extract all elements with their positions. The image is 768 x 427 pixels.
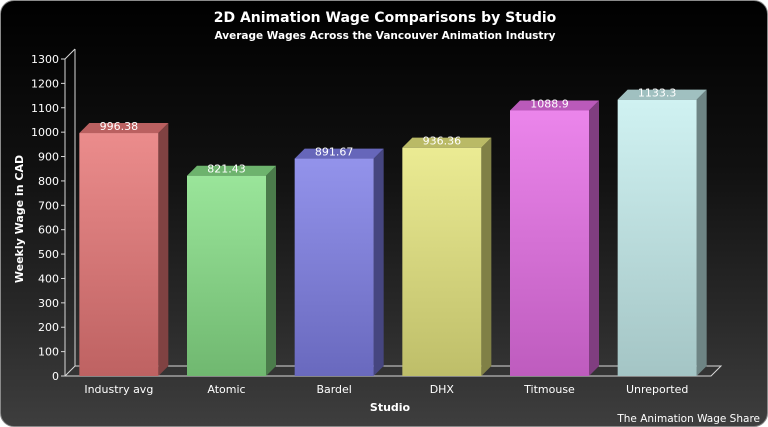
source-credit: The Animation Wage Share xyxy=(616,413,760,425)
chart-subtitle: Average Wages Across the Vancouver Anima… xyxy=(215,30,556,42)
bar-side xyxy=(589,100,599,376)
bar-top xyxy=(294,148,384,159)
bar-top xyxy=(187,165,276,176)
bar-side xyxy=(696,89,707,376)
chart-title: 2D Animation Wage Comparisons by Studio xyxy=(214,10,557,26)
bar-front xyxy=(510,110,589,376)
bar-top xyxy=(402,137,492,148)
y-tick-label: 200 xyxy=(38,321,59,334)
y-axis-line xyxy=(64,48,76,376)
x-tick-label: Atomic xyxy=(207,383,245,396)
x-tick-label: Unreported xyxy=(626,383,688,396)
x-tick-label: Bardel xyxy=(316,383,351,396)
bar-side xyxy=(373,148,384,376)
x-axis-title: Studio xyxy=(370,401,411,414)
y-tick-label: 700 xyxy=(38,199,59,212)
bar-side xyxy=(266,165,276,376)
data-label: 936.36 xyxy=(423,135,462,148)
y-tick-label: 300 xyxy=(38,297,59,310)
data-label: 891.67 xyxy=(315,146,354,159)
bar-atomic xyxy=(187,165,276,376)
data-label: 821.43 xyxy=(207,163,246,176)
y-axis-title: Weekly Wage in CAD xyxy=(13,155,26,283)
bar-bardel xyxy=(294,148,384,376)
x-axis-floor xyxy=(63,365,723,377)
y-tick-label: 900 xyxy=(38,151,59,164)
y-tick-label: 400 xyxy=(38,272,59,285)
y-tick-label: 100 xyxy=(38,346,59,359)
bar-front xyxy=(187,175,266,376)
x-tick-label: DHX xyxy=(430,383,455,396)
data-label: 996.38 xyxy=(100,120,139,133)
bar-top xyxy=(79,123,169,134)
bar-front xyxy=(402,147,482,376)
y-tick-label: 500 xyxy=(38,248,59,261)
data-label: 1133.3 xyxy=(638,87,677,100)
y-tick-label: 1100 xyxy=(31,102,59,115)
bar-front xyxy=(79,133,159,376)
bar-unreported xyxy=(617,89,707,376)
x-tick-label: Industry avg xyxy=(84,383,153,396)
bar-top xyxy=(510,100,599,111)
bar-side xyxy=(158,123,169,377)
bar-dhx xyxy=(402,137,492,376)
bar-side xyxy=(481,137,492,376)
y-tick-label: 1000 xyxy=(31,126,59,139)
bar-top xyxy=(617,89,707,100)
bar-industry-avg xyxy=(79,123,169,377)
data-label: 1088.9 xyxy=(530,97,569,110)
y-tick-label: 0 xyxy=(52,370,59,383)
bar-titmouse xyxy=(510,100,599,376)
bar-front xyxy=(294,158,374,376)
y-tick-label: 800 xyxy=(38,175,59,188)
y-tick-label: 1200 xyxy=(31,77,59,90)
y-tick-label: 600 xyxy=(38,224,59,237)
bar-front xyxy=(617,99,697,376)
plot-area: 0 100 200 300 400 500 600 700 800 900 1000 1100 1200… xyxy=(31,48,723,396)
y-tick-label: 1300 xyxy=(31,53,59,66)
x-tick-label: Titmouse xyxy=(523,383,575,396)
